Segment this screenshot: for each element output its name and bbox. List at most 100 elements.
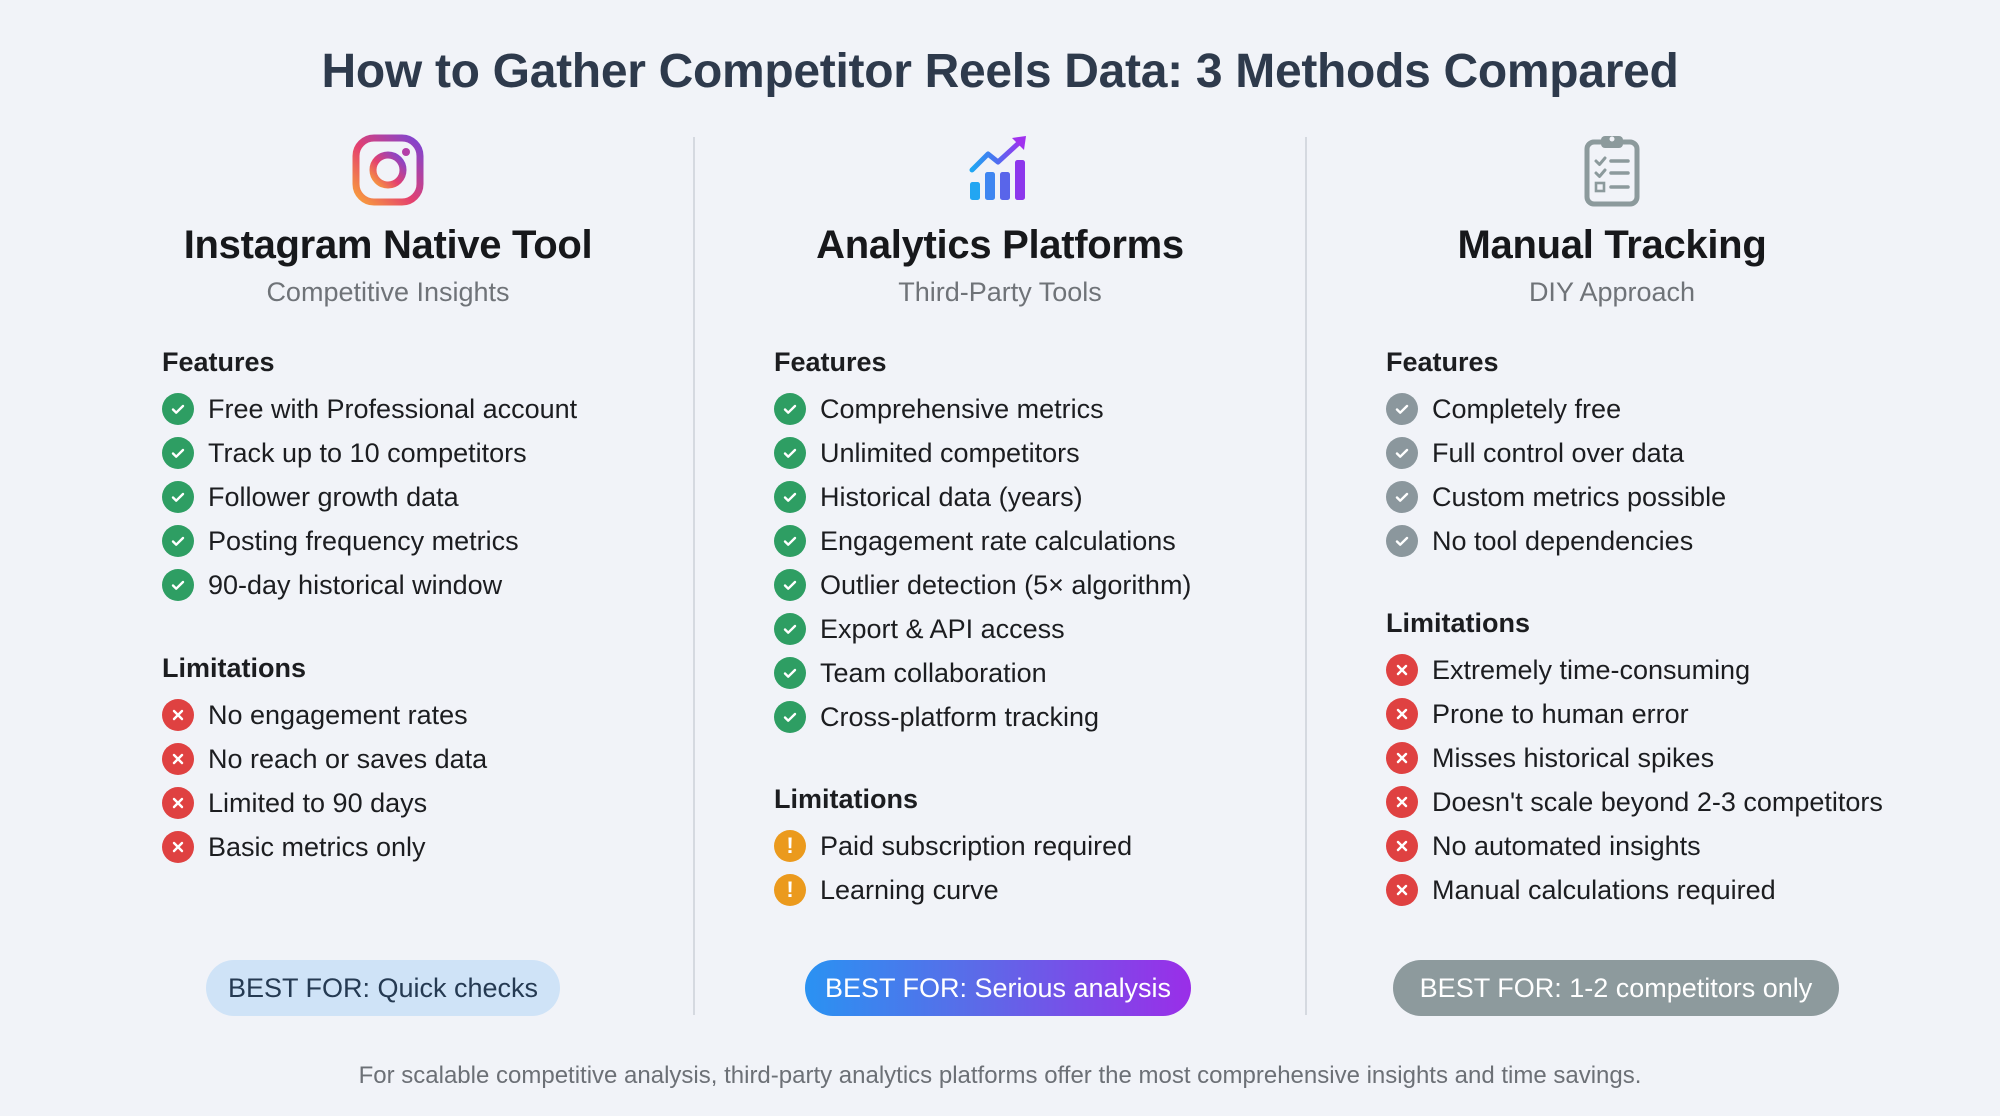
limitations-heading: Limitations <box>162 653 307 683</box>
feature-item: Outlier detection (5× algorithm) <box>774 563 1191 607</box>
feature-text: Custom metrics possible <box>1432 481 1727 512</box>
check-circle-icon <box>162 569 194 601</box>
column-instagram-native-tool: Instagram Native Tool Competitive Insigh… <box>83 130 693 1030</box>
limitation-item: Doesn't scale beyond 2-3 competitors <box>1386 780 1883 824</box>
check-circle-icon <box>774 701 806 733</box>
x-circle-icon <box>162 743 194 775</box>
limitation-item: Prone to human error <box>1386 692 1883 736</box>
limitations-heading: Limitations <box>1386 608 1531 638</box>
check-circle-icon <box>774 437 806 469</box>
feature-item: Engagement rate calculations <box>774 519 1191 563</box>
limitations-section: Limitations No engagement rates No reach… <box>162 651 487 869</box>
feature-text: Team collaboration <box>820 657 1047 688</box>
limitation-item: Manual calculations required <box>1386 868 1883 912</box>
column-divider <box>693 137 695 1015</box>
feature-item: Full control over data <box>1386 431 1726 475</box>
feature-text: Posting frequency metrics <box>208 525 519 556</box>
limitation-text: Paid subscription required <box>820 830 1133 861</box>
limitation-text: Manual calculations required <box>1432 874 1776 905</box>
feature-item: Unlimited competitors <box>774 431 1191 475</box>
check-circle-icon <box>774 393 806 425</box>
feature-item: Team collaboration <box>774 651 1191 695</box>
exclamation-circle-icon: ! <box>774 830 806 862</box>
features-section: Features Free with Professional account … <box>162 345 577 607</box>
check-circle-icon <box>162 481 194 513</box>
limitations-section: Limitations ! Paid subscription required … <box>774 782 1132 912</box>
limitation-item: No reach or saves data <box>162 737 487 781</box>
check-circle-icon <box>162 525 194 557</box>
feature-item: Track up to 10 competitors <box>162 431 577 475</box>
column-subtitle: Third-Party Tools <box>898 277 1102 307</box>
feature-text: Free with Professional account <box>208 393 578 424</box>
check-circle-icon <box>1386 481 1418 513</box>
column-title: Manual Tracking <box>1457 223 1767 267</box>
check-circle-icon <box>774 657 806 689</box>
feature-item: Free with Professional account <box>162 387 577 431</box>
limitation-text: Learning curve <box>820 874 999 905</box>
check-circle-icon <box>162 437 194 469</box>
x-circle-icon <box>1386 698 1418 730</box>
feature-text: Engagement rate calculations <box>820 525 1176 556</box>
feature-text: Unlimited competitors <box>820 437 1080 468</box>
x-circle-icon <box>1386 874 1418 906</box>
feature-text: 90-day historical window <box>208 569 503 600</box>
feature-item: Export & API access <box>774 607 1191 651</box>
feature-item: Follower growth data <box>162 475 577 519</box>
limitation-item: No automated insights <box>1386 824 1883 868</box>
limitation-item: Limited to 90 days <box>162 781 487 825</box>
column-subtitle: DIY Approach <box>1528 277 1696 307</box>
feature-text: No tool dependencies <box>1432 525 1694 556</box>
check-circle-icon <box>774 481 806 513</box>
limitation-text: No automated insights <box>1432 830 1701 861</box>
x-circle-icon <box>162 831 194 863</box>
best-for-badge: BEST FOR: Quick checks <box>206 960 560 1016</box>
exclamation-circle-icon: ! <box>774 874 806 906</box>
clipboard-checklist-icon <box>1584 136 1640 207</box>
x-circle-icon <box>1386 830 1418 862</box>
check-circle-icon <box>1386 437 1418 469</box>
limitation-item: ! Learning curve <box>774 868 1132 912</box>
page-title: How to Gather Competitor Reels Data: 3 M… <box>321 45 1679 98</box>
feature-text: Follower growth data <box>208 481 459 512</box>
feature-text: Full control over data <box>1432 437 1685 468</box>
limitation-text: Limited to 90 days <box>208 787 428 818</box>
column-analytics-platforms: Analytics Platforms Third-Party Tools Fe… <box>695 130 1305 1030</box>
feature-item: Historical data (years) <box>774 475 1191 519</box>
limitation-text: No engagement rates <box>208 699 468 730</box>
features-heading: Features <box>774 347 887 377</box>
check-circle-icon <box>774 525 806 557</box>
features-section: Features Comprehensive metrics Unlimited… <box>774 345 1191 739</box>
check-circle-icon <box>162 393 194 425</box>
column-divider <box>1305 137 1307 1015</box>
feature-text: Comprehensive metrics <box>820 393 1104 424</box>
best-for-badge: BEST FOR: 1-2 competitors only <box>1393 960 1839 1016</box>
feature-text: Export & API access <box>820 613 1065 644</box>
limitation-item: Extremely time-consuming <box>1386 648 1883 692</box>
feature-text: Track up to 10 competitors <box>208 437 527 468</box>
check-circle-icon <box>1386 393 1418 425</box>
limitations-section: Limitations Extremely time-consuming Pro… <box>1386 606 1883 912</box>
feature-item: Posting frequency metrics <box>162 519 577 563</box>
column-title: Analytics Platforms <box>816 223 1184 267</box>
features-heading: Features <box>1386 347 1499 377</box>
column-manual-tracking: Manual Tracking DIY Approach Features Co… <box>1307 130 1917 1030</box>
x-circle-icon <box>1386 654 1418 686</box>
limitation-item: Misses historical spikes <box>1386 736 1883 780</box>
feature-item: No tool dependencies <box>1386 519 1726 563</box>
limitation-item: No engagement rates <box>162 693 487 737</box>
limitation-item: Basic metrics only <box>162 825 487 869</box>
feature-item: Custom metrics possible <box>1386 475 1726 519</box>
column-title: Instagram Native Tool <box>183 223 593 267</box>
feature-text: Cross-platform tracking <box>820 701 1100 732</box>
feature-item: Completely free <box>1386 387 1726 431</box>
check-circle-icon <box>774 613 806 645</box>
limitation-text: Prone to human error <box>1432 698 1689 729</box>
check-circle-icon <box>774 569 806 601</box>
x-circle-icon <box>1386 786 1418 818</box>
feature-text: Completely free <box>1432 393 1622 424</box>
column-subtitle: Competitive Insights <box>266 277 510 307</box>
limitation-text: Basic metrics only <box>208 831 426 862</box>
feature-text: Outlier detection (5× algorithm) <box>820 569 1192 600</box>
feature-text: Historical data (years) <box>820 481 1083 512</box>
features-section: Features Completely free Full control ov… <box>1386 345 1726 563</box>
